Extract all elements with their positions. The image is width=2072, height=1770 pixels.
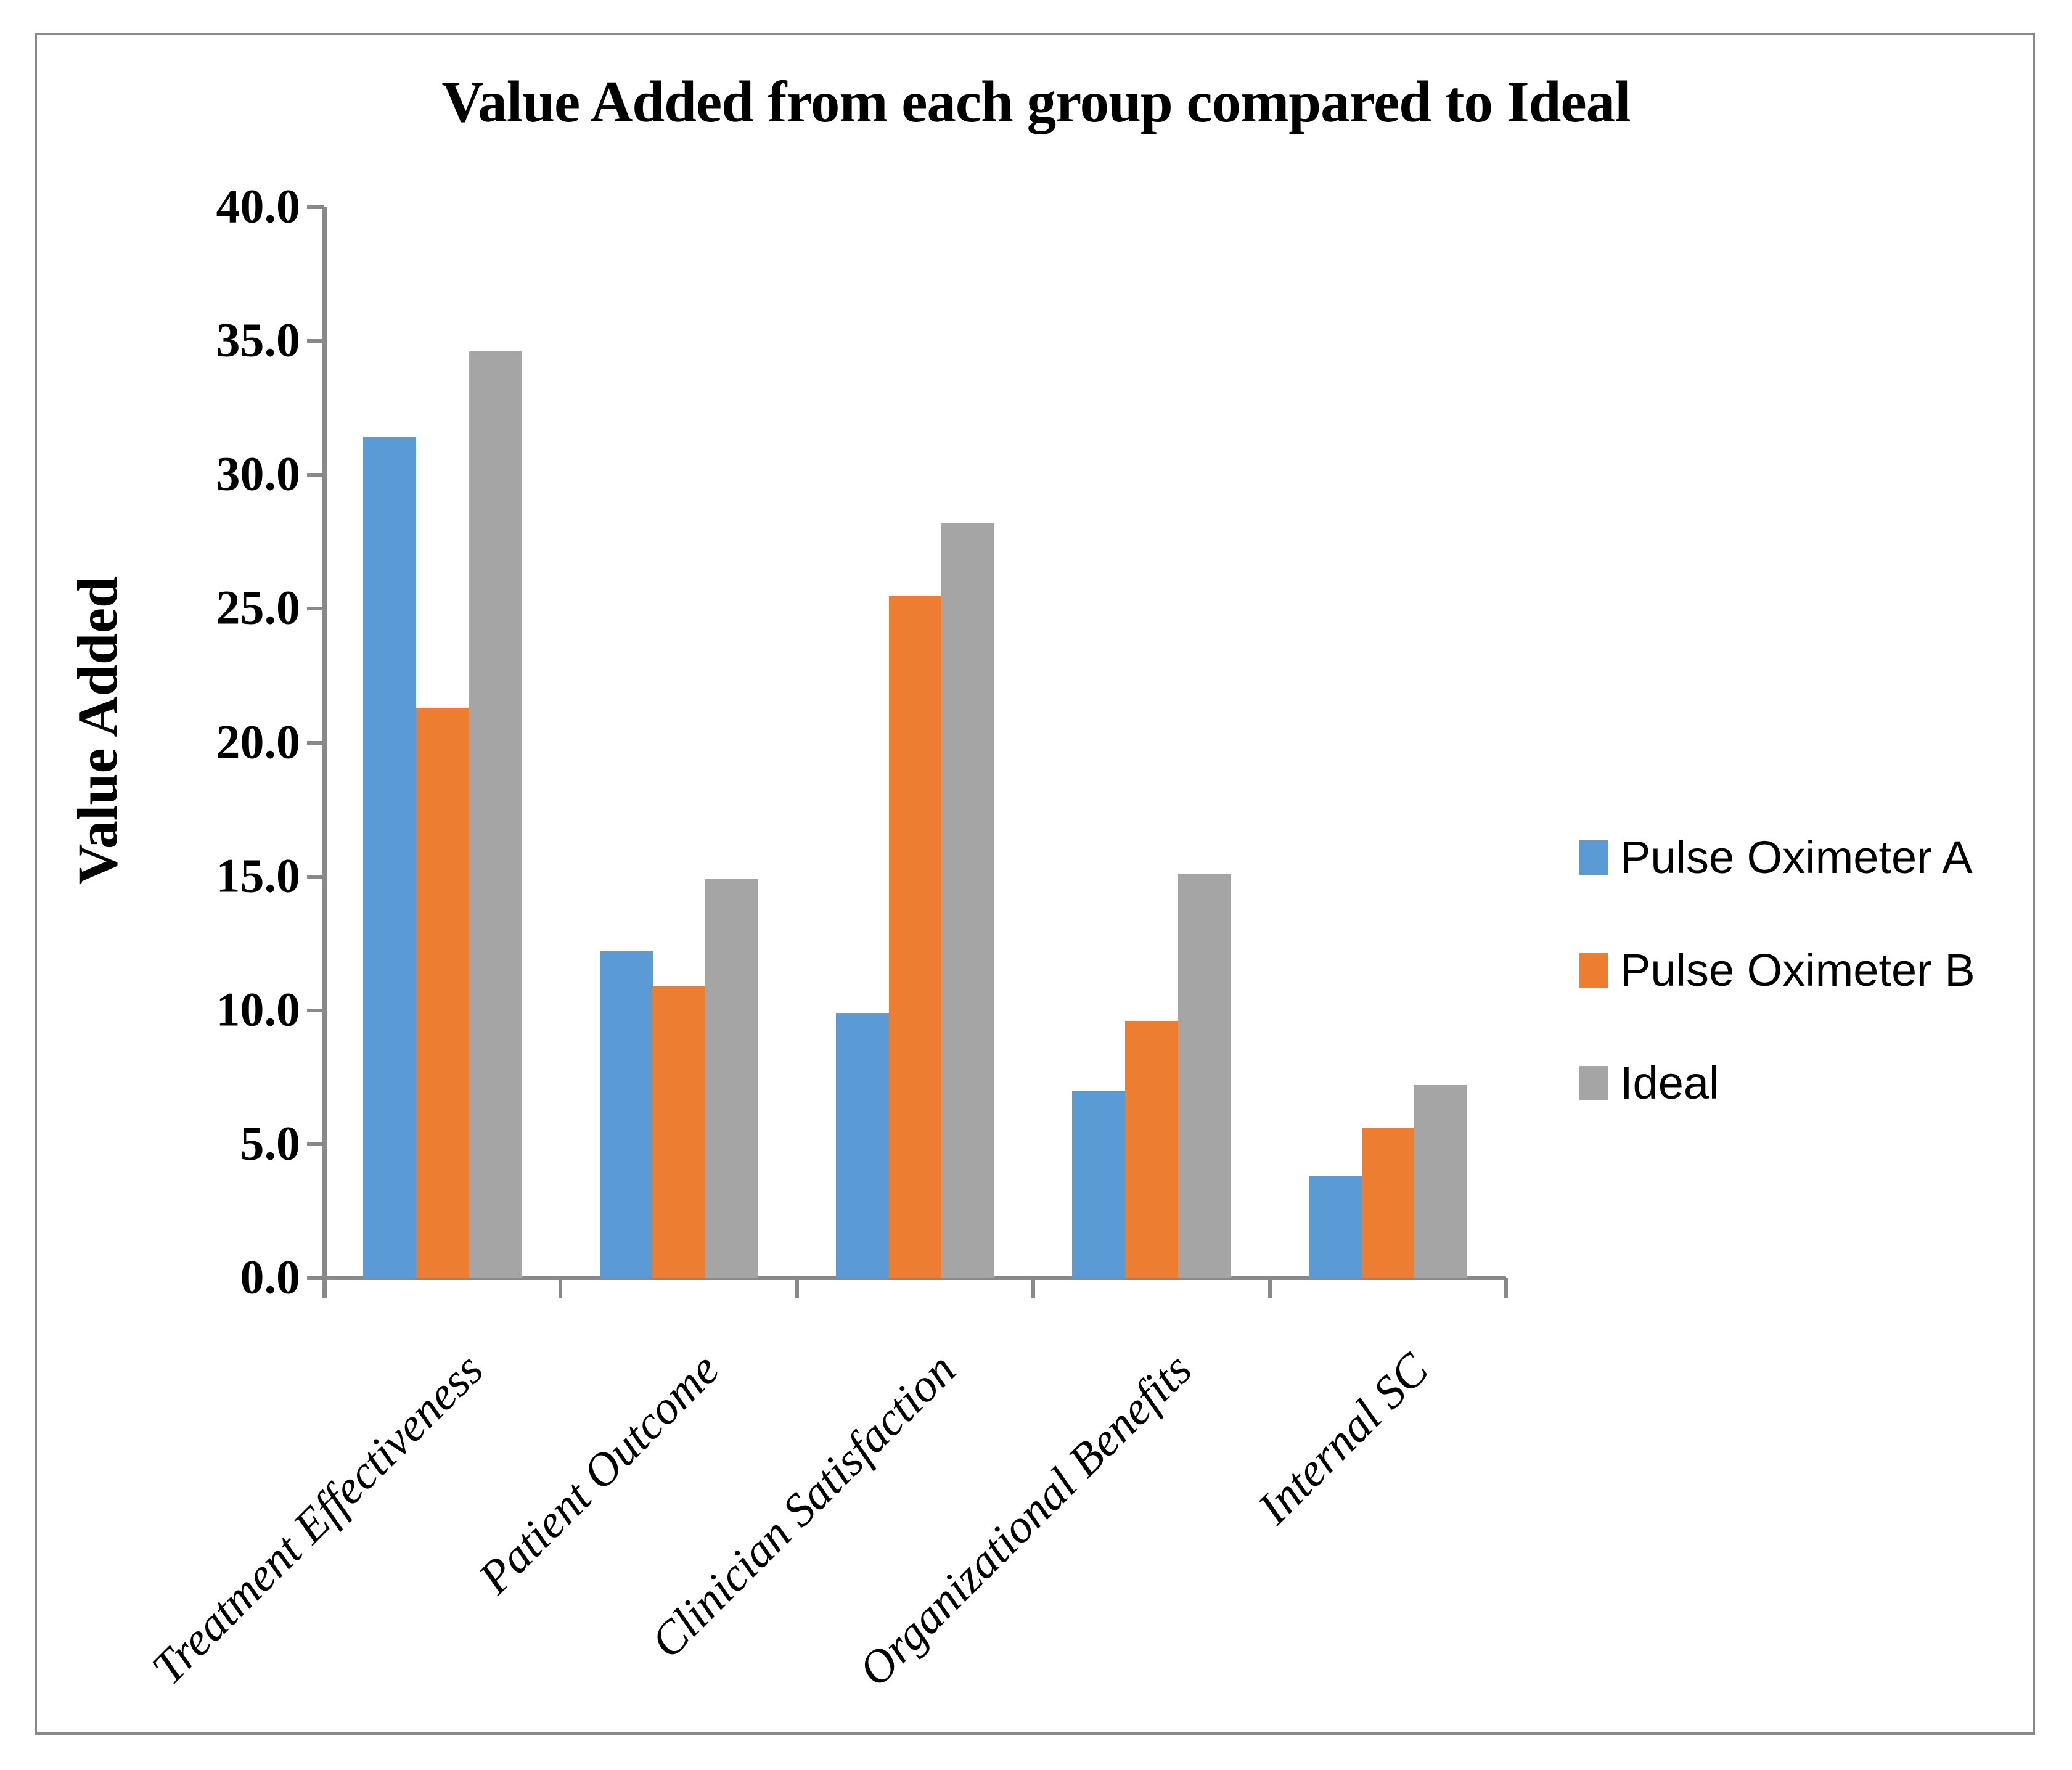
x-tick-mark [1267,1278,1272,1298]
x-axis-line [307,1276,1506,1280]
bar-pulse-oximeter-b-clinician-satisfaction [889,596,942,1278]
y-tick-label: 0.0 [240,1250,301,1304]
y-tick-label: 35.0 [216,313,301,367]
y-tick-mark [307,1276,324,1280]
y-tick-mark [307,339,324,343]
bar-pulse-oximeter-a-patient-outcome [600,951,653,1278]
legend-label: Pulse Oximeter A [1620,832,1973,883]
bar-ideal-treatment-effectiveness [469,351,522,1278]
y-tick-mark [307,874,324,879]
bar-ideal-internal-sc [1414,1085,1467,1278]
y-tick-label: 15.0 [216,848,301,903]
legend-swatch [1579,840,1608,875]
bar-pulse-oximeter-a-clinician-satisfaction [836,1013,889,1278]
bar-pulse-oximeter-b-internal-sc [1362,1128,1415,1278]
y-tick-label: 10.0 [216,982,301,1036]
y-tick-label: 5.0 [240,1116,301,1170]
bar-ideal-organizational-benefits [1178,874,1231,1278]
y-tick-mark [307,1008,324,1012]
legend-item: Ideal [1579,1059,1719,1107]
legend-label: Pulse Oximeter B [1620,944,1975,996]
x-tick-mark [559,1278,563,1298]
bar-pulse-oximeter-a-organizational-benefits [1072,1091,1125,1278]
y-tick-mark [307,1142,324,1146]
y-tick-label: 40.0 [216,179,301,233]
y-tick-label: 25.0 [216,580,301,634]
chart-title: Value Added from each group compared to … [441,69,1631,134]
x-tick-mark [795,1278,799,1298]
bar-pulse-oximeter-b-treatment-effectiveness [416,708,469,1278]
y-tick-mark [307,473,324,477]
bar-pulse-oximeter-a-internal-sc [1309,1176,1362,1278]
bar-pulse-oximeter-a-treatment-effectiveness [363,437,416,1278]
legend-swatch [1579,953,1608,988]
chart-border [35,33,2035,1735]
x-tick-mark [1504,1278,1508,1298]
y-axis-line [322,207,327,1298]
x-tick-mark [1031,1278,1036,1298]
y-tick-mark [307,740,324,745]
bar-pulse-oximeter-b-patient-outcome [652,986,705,1278]
legend-item: Pulse Oximeter A [1579,834,1973,882]
bar-ideal-patient-outcome [705,879,758,1278]
legend-swatch [1579,1065,1608,1100]
y-tick-mark [307,607,324,611]
bar-pulse-oximeter-b-organizational-benefits [1125,1021,1178,1278]
legend-label: Ideal [1620,1057,1719,1108]
y-tick-mark [307,205,324,209]
y-tick-label: 30.0 [216,446,301,501]
legend-item: Pulse Oximeter B [1579,946,1975,994]
bar-ideal-clinician-satisfaction [941,523,994,1278]
y-tick-label: 20.0 [216,714,301,768]
